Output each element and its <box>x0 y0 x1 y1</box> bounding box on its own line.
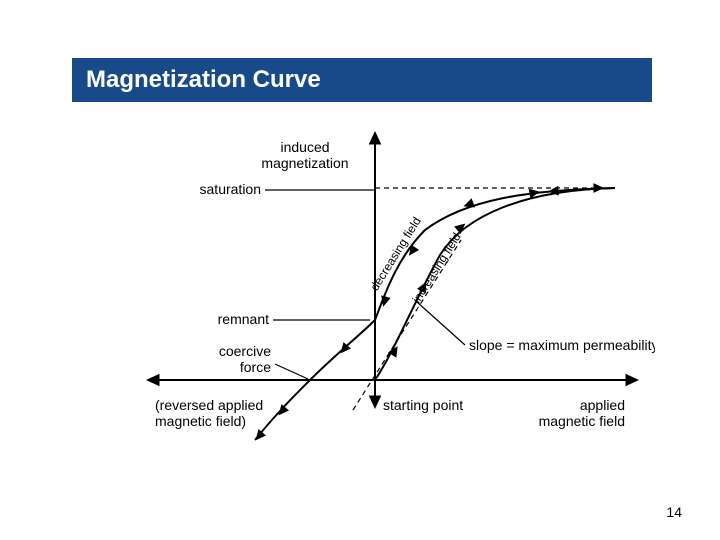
svg-text:induced: induced <box>280 139 329 155</box>
svg-text:magnetic field): magnetic field) <box>155 413 246 429</box>
magnetization-diagram: inducedmagnetizationsaturation remnant coe… <box>95 120 655 450</box>
svg-text:magnetic field: magnetic field <box>539 413 625 429</box>
svg-text:slope = maximum permeability: slope = maximum permeability <box>469 337 655 353</box>
diagram-svg: inducedmagnetizationsaturation remnant coe… <box>95 120 655 450</box>
title-bar: Magnetization Curve <box>72 58 652 102</box>
svg-text:magnetization: magnetization <box>261 155 348 171</box>
svg-text:force: force <box>240 359 271 375</box>
page-number: 14 <box>666 504 682 520</box>
svg-text:applied: applied <box>580 397 625 413</box>
svg-text:remnant: remnant <box>218 311 269 327</box>
svg-text:starting point: starting point <box>383 397 463 413</box>
svg-text:(reversed applied: (reversed applied <box>155 397 263 413</box>
svg-text:increasing field: increasing field <box>409 230 463 305</box>
title-text: Magnetization Curve <box>86 66 321 94</box>
svg-text:saturation: saturation <box>200 181 261 197</box>
svg-text:coercive: coercive <box>219 343 271 359</box>
